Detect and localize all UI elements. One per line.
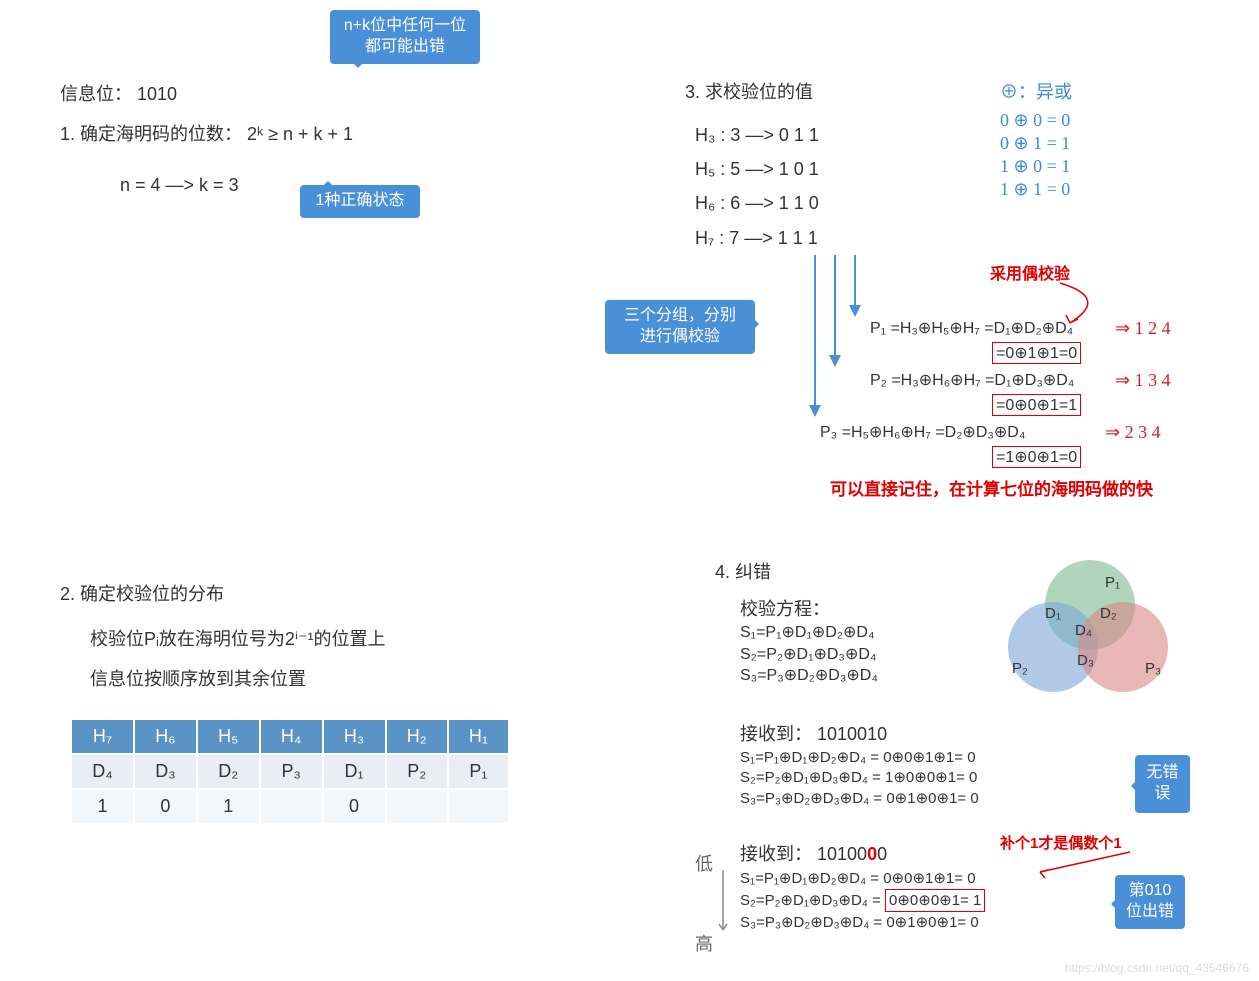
table-cell: D₁ [323,754,386,789]
s2-boxed: 0⊕0⊕0⊕1= 1 [885,889,985,912]
xor-rules: 0 ⊕ 0 = 0 0 ⊕ 1 = 1 1 ⊕ 0 = 1 1 ⊕ 1 = 0 [1000,108,1070,202]
venn-label: D₂ [1100,605,1117,622]
step3-title: 3. 求校验位的值 [685,78,813,104]
table-cell: P₁ [448,754,509,789]
s-eq: S₁=P₁⊕D₁⊕D₂⊕D₄ = 0⊕0⊕1⊕1= 0 [740,868,985,889]
recv2-eqs: S₁=P₁⊕D₁⊕D₂⊕D₄ = 0⊕0⊕1⊕1= 0 S₂=P₂⊕D₁⊕D₃⊕… [740,868,985,933]
callout-nk-error: n+k位中任何一位都可能出错 [330,10,480,64]
table-cell [386,789,448,824]
step1-label: 1. 确定海明码的位数： [60,124,242,144]
s-eq: S₂=P₂⊕D₁⊕D₃⊕D₄ [740,644,878,666]
nk-line: n = 4 —> k = 3 [120,175,239,196]
watermark: https://blog.csdn.net/qq_43546676 [1065,961,1249,975]
venn-label: P₁ [1105,574,1120,591]
recv2-mid: 0 [867,844,877,864]
recv1-label: 接收到： [740,724,812,744]
h-row: H₆ : 6 —> 1 1 0 [695,186,819,220]
h-row: H₅ : 5 —> 1 0 1 [695,152,819,186]
p2-calc: =0⊕0⊕1=1 [992,394,1081,416]
recv2-label: 接收到： [740,844,812,864]
table-header: H₃ [323,719,386,754]
p3-hand: ⇒ 2 3 4 [1105,422,1161,443]
recv2-line: 接收到： 1010000 [740,840,887,866]
table-header-row: H₇ H₆ H₅ H₄ H₃ H₂ H₁ [71,719,509,754]
h-binary-list: H₃ : 3 —> 0 1 1 H₅ : 5 —> 1 0 1 H₆ : 6 —… [695,118,819,255]
step2-line1: 校验位Pᵢ放在海明位号为2ⁱ⁻¹的位置上 [90,625,386,651]
low-high-arrow [718,870,730,940]
info-bits-value: 1010 [137,84,177,104]
s2-prefix: S₂=P₂⊕D₁⊕D₃⊕D₄ = [740,892,885,909]
venn-label: D₁ [1045,605,1061,622]
table-header: H₅ [197,719,260,754]
recv1-value: 1010010 [817,724,887,744]
table-row: 1 0 1 0 [71,789,509,824]
table-cell: P₂ [386,754,448,789]
s-eq: S₂=P₂⊕D₁⊕D₃⊕D₄ = 1⊕0⊕0⊕1= 0 [740,768,979,788]
xor-row: 0 ⊕ 1 = 1 [1000,133,1070,154]
recv1-line: 接收到： 1010010 [740,720,887,746]
info-bits-line: 信息位： 1010 [60,80,177,106]
table-header: H₄ [260,719,323,754]
table-cell: 1 [71,789,134,824]
p1-hand: ⇒ 1 2 4 [1115,318,1171,339]
low-label: 低 [695,850,713,876]
xor-label: ⊕：异或 [1000,78,1072,104]
table-header: H₁ [448,719,509,754]
step1-line: 1. 确定海明码的位数： 2ᵏ ≥ n + k + 1 [60,120,353,146]
p3-calc: =1⊕0⊕1=0 [992,446,1081,468]
venn-diagram: P₁ P₂ P₃ D₁ D₂ D₃ D₄ [1000,560,1160,700]
eq-title: 校验方程： [740,595,830,621]
table-cell: P₃ [260,754,323,789]
eq-list: S₁=P₁⊕D₁⊕D₂⊕D₄ S₂=P₂⊕D₁⊕D₃⊕D₄ S₃=P₃⊕D₂⊕D… [740,622,878,687]
s-eq: S₁=P₁⊕D₁⊕D₂⊕D₄ [740,622,878,644]
table-cell: 0 [134,789,197,824]
table-cell: D₂ [197,754,260,789]
p1-calc: =0⊕1⊕1=0 [992,342,1081,364]
callout-error-010: 第010位出错 [1115,875,1185,929]
step1-formula: 2ᵏ ≥ n + k + 1 [247,124,353,144]
hamming-table: H₇ H₆ H₅ H₄ H₃ H₂ H₁ D₄ D₃ D₂ P₃ D₁ P₂ P… [70,718,510,825]
p2-hand: ⇒ 1 3 4 [1115,370,1171,391]
s-eq: S₁=P₁⊕D₁⊕D₂⊕D₄ = 0⊕0⊕1⊕1= 0 [740,748,979,768]
table-cell: D₃ [134,754,197,789]
xor-row: 1 ⊕ 1 = 0 [1000,179,1070,200]
table-header: H₆ [134,719,197,754]
table-cell: D₄ [71,754,134,789]
venn-circle-p3 [1078,602,1168,692]
footer-memorize-note: 可以直接记住，在计算七位的海明码做的快 [830,475,1153,500]
table-cell [448,789,509,824]
p2-expr: P₂ =H₃⊕H₆⊕H₇ =D₁⊕D₃⊕D₄ [870,370,1074,390]
h-row: H₃ : 3 —> 0 1 1 [695,118,819,152]
venn-label: D₄ [1075,622,1092,639]
callout-three-groups: 三个分组，分别进行偶校验 [605,300,755,354]
s-eq: S₂=P₂⊕D₁⊕D₃⊕D₄ = 0⊕0⊕0⊕1= 1 [740,889,985,912]
xor-row: 0 ⊕ 0 = 0 [1000,110,1070,131]
table-row: D₄ D₃ D₂ P₃ D₁ P₂ P₁ [71,754,509,789]
venn-label: D₃ [1077,652,1094,669]
step4-title: 4. 纠错 [715,558,771,584]
table-cell: 0 [323,789,386,824]
p1-expr: P₁ =H₃⊕H₅⊕H₇ =D₁⊕D₂⊕D₄ [870,318,1073,338]
recv1-eqs: S₁=P₁⊕D₁⊕D₂⊕D₄ = 0⊕0⊕1⊕1= 0 S₂=P₂⊕D₁⊕D₃⊕… [740,748,979,809]
callout-one-correct: 1种正确状态 [300,185,420,218]
h-row: H₇ : 7 —> 1 1 1 [695,221,819,255]
s-eq: S₃=P₃⊕D₂⊕D₃⊕D₄ = 0⊕1⊕0⊕1= 0 [740,789,979,809]
table-cell: 1 [197,789,260,824]
step2-title: 2. 确定校验位的分布 [60,580,224,606]
table-header: H₇ [71,719,134,754]
recv2-post: 0 [877,844,887,864]
high-label: 高 [695,930,713,956]
venn-label: P₂ [1012,660,1028,677]
callout-no-error: 无错误 [1135,755,1190,813]
s-eq: S₃=P₃⊕D₂⊕D₃⊕D₄ [740,665,878,687]
info-bits-label: 信息位： [60,84,132,104]
table-header: H₂ [386,719,448,754]
xor-row: 1 ⊕ 0 = 1 [1000,156,1070,177]
p3-expr: P₃ =H₅⊕H₆⊕H₇ =D₂⊕D₃⊕D₄ [820,422,1025,442]
s-eq: S₃=P₃⊕D₂⊕D₃⊕D₄ = 0⊕1⊕0⊕1= 0 [740,912,985,933]
table-cell [260,789,323,824]
venn-label: P₃ [1145,660,1161,677]
recv2-pre: 10100 [817,844,867,864]
step2-line2: 信息位按顺序放到其余位置 [90,665,306,691]
